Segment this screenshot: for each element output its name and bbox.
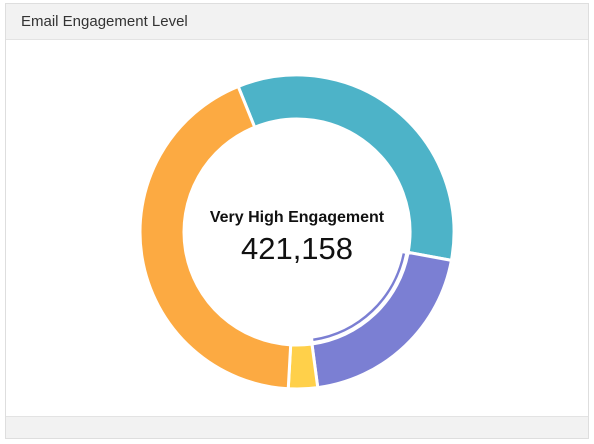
donut-slice-2[interactable] [310, 250, 454, 390]
donut-slice-3[interactable] [286, 342, 320, 391]
center-label: Very High Engagement [210, 209, 385, 226]
donut-slices [138, 73, 456, 391]
panel-header: Email Engagement Level [6, 4, 588, 40]
donut-slice-1[interactable] [236, 73, 456, 263]
donut-slice-4[interactable] [138, 84, 293, 391]
donut-highlight [313, 253, 406, 342]
panel-footer [6, 416, 588, 438]
center-value: 421,158 [241, 231, 353, 266]
donut-slice-hover-ring [313, 253, 406, 342]
panel-title: Email Engagement Level [21, 13, 188, 30]
